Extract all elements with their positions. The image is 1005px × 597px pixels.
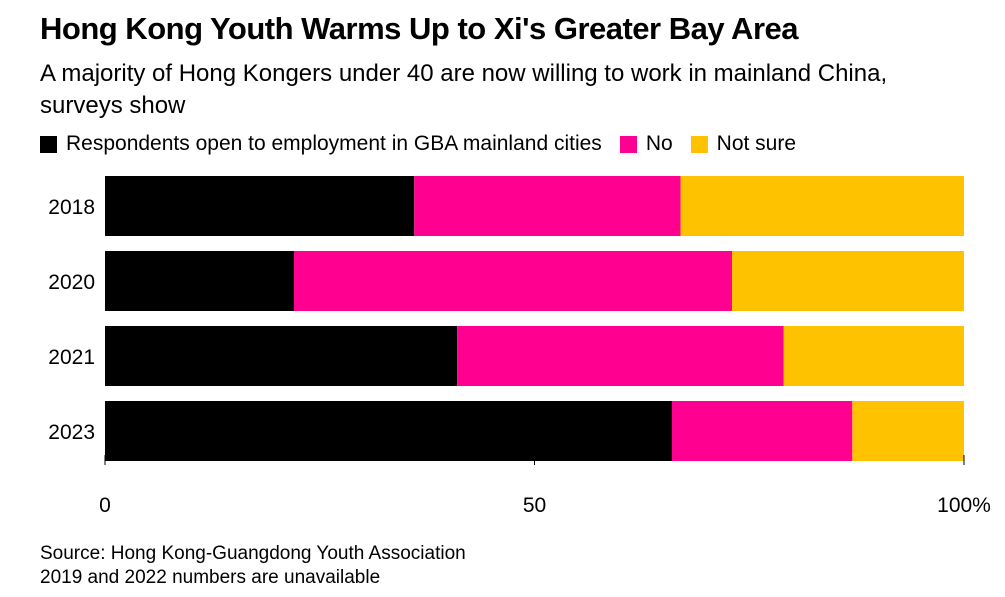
- bar-2023-no: [671, 401, 853, 461]
- legend-item-no: No: [619, 132, 673, 156]
- bar-2023-not-sure: [852, 401, 964, 461]
- legend-item-not-sure: Not sure: [690, 132, 797, 156]
- category-label-2018: 2018: [48, 196, 95, 219]
- source-note: Source: Hong Kong-Guangdong Youth Associ…: [40, 542, 466, 590]
- bar-2020-no: [293, 251, 733, 311]
- bar-2020-not-sure: [732, 251, 964, 311]
- legend-swatch-not-sure: [690, 135, 708, 153]
- bar-2020-open: [105, 251, 294, 311]
- bar-2021-open: [105, 326, 458, 386]
- legend-label-open: Respondents open to employment in GBA ma…: [66, 132, 602, 155]
- category-label-2020: 2020: [48, 271, 95, 294]
- legend: Respondents open to employment in GBA ma…: [40, 132, 814, 156]
- legend-item-open: Respondents open to employment in GBA ma…: [40, 132, 602, 156]
- bar-2021-no: [457, 326, 784, 386]
- legend-swatch-open: [40, 135, 57, 153]
- legend-label-no: No: [645, 132, 673, 155]
- bar-2018-no: [414, 176, 681, 236]
- category-label-2023: 2023: [48, 421, 95, 444]
- legend-label-not-sure: Not sure: [716, 132, 797, 155]
- category-label-2021: 2021: [48, 346, 95, 369]
- bar-2018-open: [105, 176, 415, 236]
- legend-swatch-no: [619, 135, 637, 153]
- bar-2021-not-sure: [783, 326, 964, 386]
- bar-2018-not-sure: [680, 176, 964, 236]
- chart-title: Hong Kong Youth Warms Up to Xi's Greater…: [40, 11, 799, 46]
- chart-subtitle: A majority of Hong Kongers under 40 are …: [40, 60, 888, 119]
- bar-2023-open: [105, 401, 672, 461]
- source-line: Source: Hong Kong-Guangdong Youth Associ…: [40, 543, 466, 564]
- x-tick-label-50: 50: [523, 494, 546, 517]
- x-tick-label-0: 0: [99, 494, 111, 517]
- availability-note: 2019 and 2022 numbers are unavailable: [40, 567, 381, 588]
- stacked-bar-chart: 2018 2020 2021 2023 0 50 100%: [48, 176, 991, 517]
- x-tick-label-100: 100%: [937, 494, 991, 517]
